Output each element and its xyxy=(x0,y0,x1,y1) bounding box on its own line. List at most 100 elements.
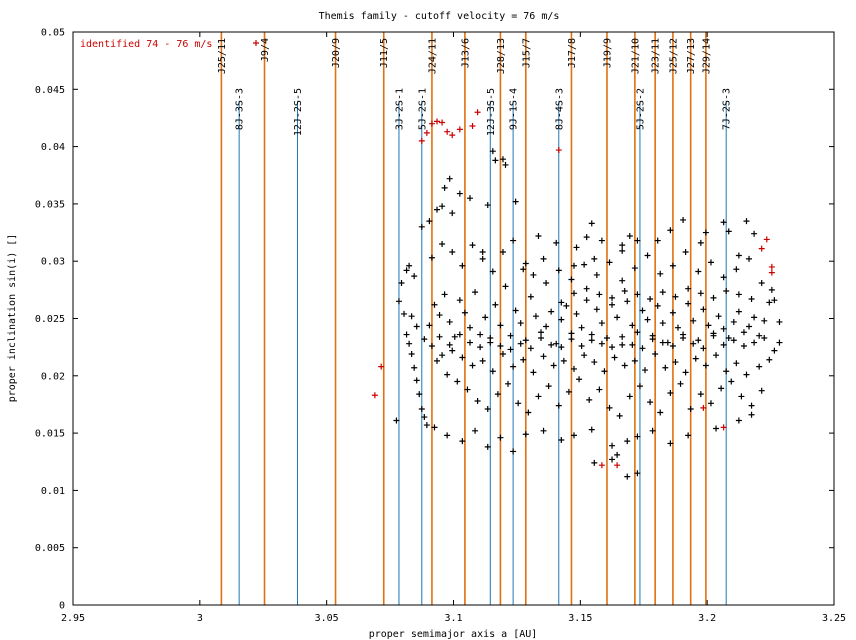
family-point xyxy=(444,432,451,439)
family-point xyxy=(735,252,742,259)
resonance-label: J25/12 xyxy=(668,38,679,74)
family-point xyxy=(416,391,423,398)
family-point xyxy=(748,411,755,418)
family-point xyxy=(624,298,631,305)
family-point xyxy=(680,334,687,341)
family-point xyxy=(428,343,435,350)
resonance-label: J13/6 xyxy=(460,38,471,68)
family-point xyxy=(725,334,732,341)
family-point xyxy=(570,262,577,269)
legend-marker-symbol xyxy=(253,40,259,46)
family-point xyxy=(728,378,735,385)
resonance-label: J15/7 xyxy=(521,38,532,68)
y-tick-label: 0.01 xyxy=(41,486,65,497)
family-point xyxy=(543,279,550,286)
family-point xyxy=(482,314,489,321)
family-point xyxy=(540,427,547,434)
resonance-label: J27/13 xyxy=(686,38,697,74)
family-point xyxy=(621,362,628,369)
family-point xyxy=(669,309,676,316)
identified-point xyxy=(439,119,446,126)
family-point xyxy=(540,353,547,360)
family-point xyxy=(702,229,709,236)
x-tick-label: 3.15 xyxy=(568,613,592,624)
x-tick-label: 3.25 xyxy=(822,613,846,624)
family-point xyxy=(596,291,603,298)
x-tick-label: 3.1 xyxy=(444,613,462,624)
identified-point xyxy=(700,404,707,411)
resonance-label: J29/14 xyxy=(701,38,712,74)
family-point xyxy=(649,332,656,339)
family-point xyxy=(558,436,565,443)
resonance-label: J23/11 xyxy=(651,38,662,74)
family-point xyxy=(472,427,479,434)
identified-point xyxy=(598,462,605,469)
resonance-label: J11/5 xyxy=(379,38,390,68)
resonance-label: 5J-2S-1 xyxy=(417,88,428,130)
family-point xyxy=(406,262,413,269)
family-point xyxy=(735,291,742,298)
family-point xyxy=(593,306,600,313)
y-tick-label: 0.035 xyxy=(35,199,65,210)
family-point xyxy=(636,383,643,390)
legend-label: identified 74 - 76 m/s xyxy=(80,39,212,50)
family-point xyxy=(761,334,768,341)
family-point xyxy=(748,296,755,303)
family-point xyxy=(474,398,481,405)
family-point xyxy=(707,259,714,266)
family-point xyxy=(598,237,605,244)
family-point xyxy=(702,362,709,369)
family-point xyxy=(535,393,542,400)
resonance-label: J24/11 xyxy=(427,38,438,74)
y-tick-label: 0.015 xyxy=(35,429,65,440)
family-point xyxy=(771,347,778,354)
family-point xyxy=(428,254,435,261)
family-point xyxy=(505,380,512,387)
resonance-label: 8J-3S-3 xyxy=(235,88,246,130)
family-point xyxy=(639,307,646,314)
family-point xyxy=(489,268,496,275)
resonance-label: J25/11 xyxy=(217,38,228,74)
family-point xyxy=(761,317,768,324)
family-point xyxy=(565,388,572,395)
family-point xyxy=(583,297,590,304)
family-point xyxy=(654,237,661,244)
family-point xyxy=(426,322,433,329)
resonance-label: 3J-2S-1 xyxy=(394,88,405,130)
family-point xyxy=(570,365,577,372)
family-point xyxy=(609,442,616,449)
family-point xyxy=(682,369,689,376)
family-point xyxy=(654,302,661,309)
identified-point xyxy=(614,462,621,469)
family-point xyxy=(690,340,697,347)
family-point xyxy=(619,277,626,284)
family-point xyxy=(746,255,753,262)
family-point xyxy=(647,399,654,406)
resonance-label: 7J-2S-3 xyxy=(722,88,733,130)
family-point xyxy=(558,316,565,323)
family-point xyxy=(568,336,575,343)
family-point xyxy=(532,313,539,320)
family-point xyxy=(570,432,577,439)
identified-point xyxy=(423,129,430,136)
plot-frame xyxy=(72,31,835,606)
family-point xyxy=(548,341,555,348)
family-point xyxy=(771,297,778,304)
resonance-labels: J25/11 8J-3S-3 J9/4 12J-2S-5 J20/9 J11/5 3J-2S… xyxy=(217,38,733,136)
family-point xyxy=(449,347,456,354)
resonance-label: J21/10 xyxy=(630,38,641,74)
family-point xyxy=(723,287,730,294)
family-point xyxy=(423,422,430,429)
family-point xyxy=(568,276,575,283)
family-point xyxy=(418,223,425,230)
family-point xyxy=(596,386,603,393)
family-point xyxy=(619,341,626,348)
y-axis-ticks: 0 0.005 0.01 0.015 0.02 0.025 0.03 0.035 0.04 0.0… xyxy=(35,28,834,612)
family-point xyxy=(634,237,641,244)
family-point xyxy=(657,270,664,277)
family-point xyxy=(588,220,595,227)
family-point xyxy=(522,260,529,267)
family-point xyxy=(403,267,410,274)
family-point xyxy=(672,293,679,300)
family-point xyxy=(512,198,519,205)
